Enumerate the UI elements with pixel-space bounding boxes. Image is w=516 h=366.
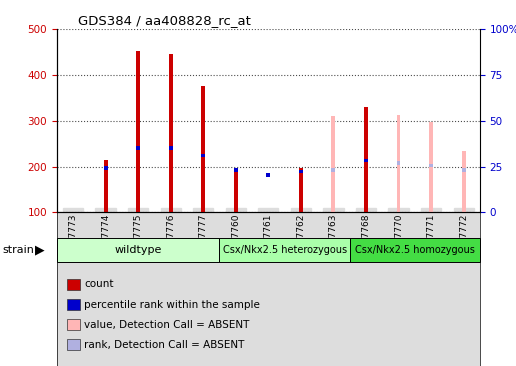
Bar xyxy=(136,146,140,150)
Bar xyxy=(201,86,205,212)
Text: GDS384 / aa408828_rc_at: GDS384 / aa408828_rc_at xyxy=(78,14,251,27)
Text: count: count xyxy=(84,279,114,290)
Bar xyxy=(234,168,238,172)
Bar xyxy=(219,238,350,262)
Bar xyxy=(299,170,303,173)
Bar xyxy=(429,164,433,168)
Bar xyxy=(104,160,107,212)
Text: percentile rank within the sample: percentile rank within the sample xyxy=(84,299,260,310)
Bar xyxy=(364,107,368,212)
Bar xyxy=(331,168,335,172)
Bar xyxy=(350,238,480,262)
Text: Csx/Nkx2.5 homozygous: Csx/Nkx2.5 homozygous xyxy=(355,245,475,255)
Bar xyxy=(462,152,465,212)
Text: strain: strain xyxy=(3,244,35,255)
Bar xyxy=(331,116,335,212)
Bar xyxy=(57,238,219,262)
Text: ▶: ▶ xyxy=(35,243,45,256)
Bar xyxy=(299,168,303,212)
Bar xyxy=(266,173,270,177)
Bar xyxy=(57,212,480,366)
Bar xyxy=(169,146,173,150)
Bar xyxy=(397,161,400,165)
Bar xyxy=(364,159,368,163)
Bar xyxy=(462,168,465,172)
Bar xyxy=(201,154,205,157)
Text: Csx/Nkx2.5 heterozygous: Csx/Nkx2.5 heterozygous xyxy=(222,245,347,255)
Bar xyxy=(104,166,107,170)
Text: rank, Detection Call = ABSENT: rank, Detection Call = ABSENT xyxy=(84,340,245,350)
Bar xyxy=(397,115,400,212)
Bar xyxy=(136,51,140,212)
Bar xyxy=(57,212,480,366)
Text: wildtype: wildtype xyxy=(115,245,162,255)
Bar xyxy=(169,55,173,212)
Text: value, Detection Call = ABSENT: value, Detection Call = ABSENT xyxy=(84,320,249,330)
Bar xyxy=(429,122,433,212)
Bar xyxy=(234,168,238,212)
